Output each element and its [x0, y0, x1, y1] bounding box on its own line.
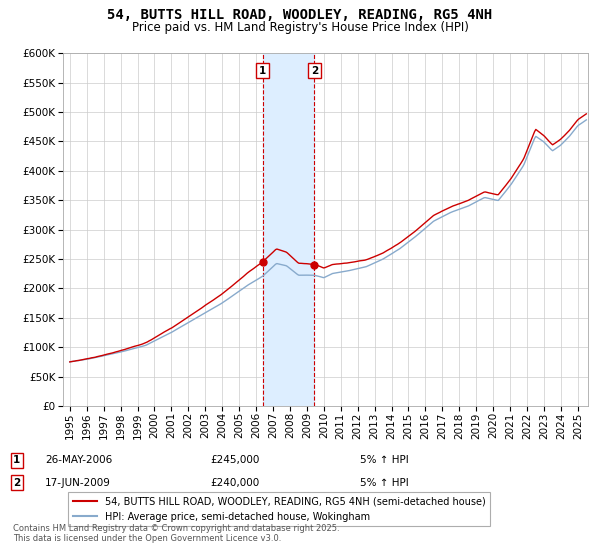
Text: 26-MAY-2006: 26-MAY-2006	[45, 455, 112, 465]
Text: Price paid vs. HM Land Registry's House Price Index (HPI): Price paid vs. HM Land Registry's House …	[131, 21, 469, 34]
Text: 1: 1	[259, 66, 266, 76]
Text: 1: 1	[13, 455, 20, 465]
Text: Contains HM Land Registry data © Crown copyright and database right 2025.
This d: Contains HM Land Registry data © Crown c…	[13, 524, 340, 543]
Text: 17-JUN-2009: 17-JUN-2009	[45, 478, 111, 488]
Text: 5% ↑ HPI: 5% ↑ HPI	[360, 455, 409, 465]
Text: 2: 2	[311, 66, 318, 76]
Bar	[263, 53, 314, 406]
Text: 54, BUTTS HILL ROAD, WOODLEY, READING, RG5 4NH: 54, BUTTS HILL ROAD, WOODLEY, READING, R…	[107, 8, 493, 22]
Text: £240,000: £240,000	[210, 478, 259, 488]
Text: 5% ↑ HPI: 5% ↑ HPI	[360, 478, 409, 488]
Text: £245,000: £245,000	[210, 455, 259, 465]
Legend: 54, BUTTS HILL ROAD, WOODLEY, READING, RG5 4NH (semi-detached house), HPI: Avera: 54, BUTTS HILL ROAD, WOODLEY, READING, R…	[68, 492, 490, 526]
Text: 2: 2	[13, 478, 20, 488]
